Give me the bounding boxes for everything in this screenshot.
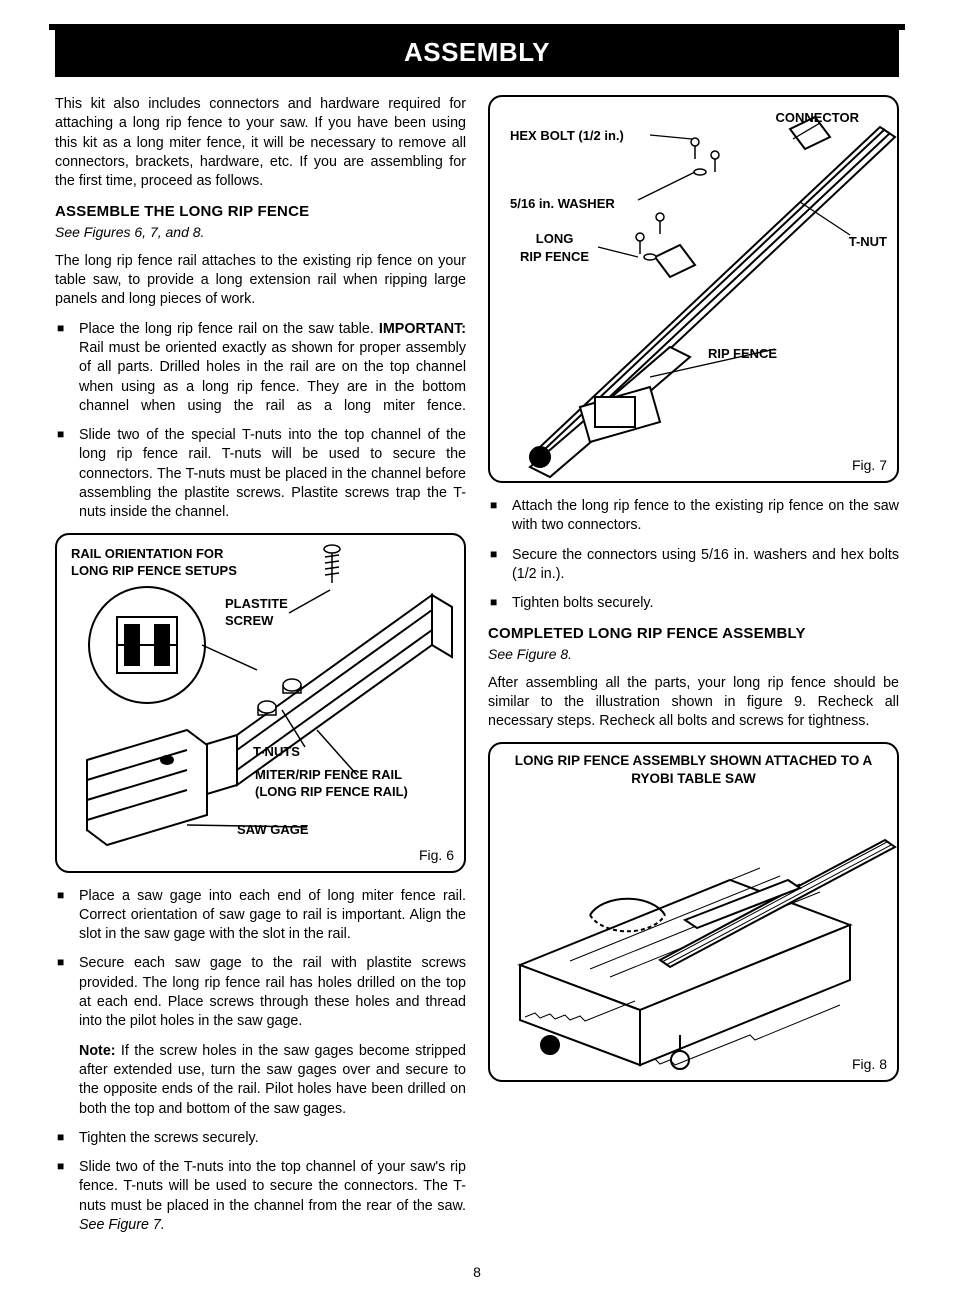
figure-6: RAIL ORIENTATION FOR LONG RIP FENCE SETU…: [55, 533, 466, 873]
fig6-label-plastite: PLASTITE SCREW: [225, 595, 288, 630]
fig7-caption: Fig. 7: [852, 456, 887, 475]
fig6-screw: SCREW: [225, 613, 273, 628]
fig7-label-washer: 5/16 in. WASHER: [510, 195, 615, 213]
list-item: Tighten bolts securely.: [488, 594, 899, 613]
figure-8: LONG RIP FENCE ASSEMBLY SHOWN ATTACHED T…: [488, 742, 899, 1082]
heading-completed-assembly: COMPLETED LONG RIP FENCE ASSEMBLY: [488, 624, 899, 644]
fig6-caption: Fig. 6: [419, 846, 454, 865]
li6a: Slide two of the T-nuts into the top cha…: [79, 1159, 466, 1214]
page-number: 8: [55, 1263, 899, 1282]
list-item: Place a saw gage into each end of long m…: [55, 887, 466, 945]
right-column: CONNECTOR HEX BOLT (1/2 in.) 5/16 in. WA…: [488, 95, 899, 1245]
fig6-miter1: MITER/RIP FENCE RAIL: [255, 767, 402, 782]
fig8-diagram: [490, 785, 898, 1085]
fig8-caption: Fig. 8: [852, 1055, 887, 1074]
fig8-title: LONG RIP FENCE ASSEMBLY SHOWN ATTACHED T…: [490, 744, 897, 790]
heading-assemble-long-rip: ASSEMBLE THE LONG RIP FENCE: [55, 202, 466, 222]
fig6-title1: RAIL ORIENTATION FOR: [71, 546, 223, 561]
fig7-label-longrip: LONG RIP FENCE: [520, 230, 589, 265]
list-item: Attach the long rip fence to the existin…: [488, 497, 899, 536]
fig7-label-connector: CONNECTOR: [775, 109, 859, 127]
section-banner: ASSEMBLY: [55, 30, 899, 77]
note-paragraph: Note: If the screw holes in the saw gage…: [79, 1042, 466, 1119]
li6b: See Figure 7.: [79, 1217, 165, 1233]
two-column-layout: This kit also includes connectors and ha…: [55, 95, 899, 1245]
note-text: If the screw holes in the saw gages beco…: [79, 1043, 466, 1117]
fig8-title1: LONG RIP FENCE ASSEMBLY SHOWN ATTACHED T…: [515, 753, 873, 768]
note-bold: Note:: [79, 1043, 116, 1059]
fig6-miter2: (LONG RIP FENCE RAIL): [255, 784, 408, 799]
fig6-title: RAIL ORIENTATION FOR LONG RIP FENCE SETU…: [71, 545, 237, 580]
fig7-label-ripfence: RIP FENCE: [708, 345, 777, 363]
sec1-p1: The long rip fence rail attaches to the …: [55, 252, 466, 310]
instruction-list-2: Place a saw gage into each end of long m…: [55, 887, 466, 1032]
fig8-title2: RYOBI TABLE SAW: [631, 771, 756, 786]
instruction-list-4: Attach the long rip fence to the existin…: [488, 497, 899, 613]
instruction-list-1: Place the long rip fence rail on the saw…: [55, 320, 466, 523]
intro-paragraph: This kit also includes connectors and ha…: [55, 95, 466, 191]
list-item: Slide two of the T-nuts into the top cha…: [55, 1158, 466, 1235]
fig7-label-tnut: T-NUT: [849, 233, 887, 251]
see-figures-2: See Figure 8.: [488, 645, 899, 664]
list-item: Secure the connectors using 5/16 in. was…: [488, 546, 899, 585]
li1-bold: IMPORTANT:: [379, 321, 466, 337]
fig7-longrip2: RIP FENCE: [520, 249, 589, 264]
li1-text-a: Place the long rip fence rail on the saw…: [79, 321, 379, 337]
li1-text-c: Rail must be oriented exactly as shown f…: [79, 340, 466, 414]
list-item: Tighten the screws securely.: [55, 1129, 466, 1148]
fig6-label-sawgage: SAW GAGE: [237, 821, 309, 839]
fig6-title2: LONG RIP FENCE SETUPS: [71, 563, 237, 578]
instruction-list-3: Tighten the screws securely. Slide two o…: [55, 1129, 466, 1235]
fig6-plastite: PLASTITE: [225, 596, 288, 611]
fig6-label-miter: MITER/RIP FENCE RAIL (LONG RIP FENCE RAI…: [255, 766, 408, 801]
left-column: This kit also includes connectors and ha…: [55, 95, 466, 1245]
sec2-p1: After assembling all the parts, your lon…: [488, 674, 899, 732]
list-item: Secure each saw gage to the rail with pl…: [55, 954, 466, 1031]
fig7-longrip1: LONG: [536, 231, 574, 246]
fig6-label-tnuts: T-NUTS: [253, 743, 300, 761]
list-item: Place the long rip fence rail on the saw…: [55, 320, 466, 416]
fig7-label-hexbolt: HEX BOLT (1/2 in.): [510, 127, 624, 145]
figure-7: CONNECTOR HEX BOLT (1/2 in.) 5/16 in. WA…: [488, 95, 899, 483]
fig7-diagram: [490, 97, 898, 485]
see-figures-1: See Figures 6, 7, and 8.: [55, 223, 466, 242]
list-item: Slide two of the special T-nuts into the…: [55, 426, 466, 522]
